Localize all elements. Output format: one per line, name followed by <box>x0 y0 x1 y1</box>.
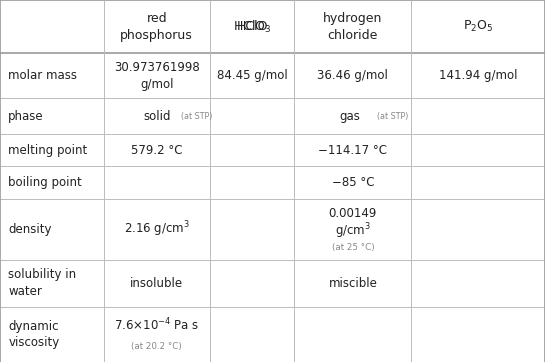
Text: 0.00149: 0.00149 <box>329 207 377 220</box>
Text: HClO$_3$: HClO$_3$ <box>233 18 271 35</box>
Text: dynamic
viscosity: dynamic viscosity <box>8 320 59 349</box>
Text: (at STP): (at STP) <box>181 112 213 121</box>
Text: hydrogen
chloride: hydrogen chloride <box>323 12 383 42</box>
Text: insoluble: insoluble <box>130 277 183 290</box>
Text: 2.16 g/cm$^3$: 2.16 g/cm$^3$ <box>124 219 190 239</box>
Text: 579.2 °C: 579.2 °C <box>131 144 183 157</box>
Text: HClO: HClO <box>237 20 268 33</box>
Text: −85 °C: −85 °C <box>332 176 374 189</box>
Text: gas: gas <box>339 110 360 123</box>
Text: phase: phase <box>8 110 44 123</box>
Text: solubility in
water: solubility in water <box>8 269 76 298</box>
Text: (at 20.2 °C): (at 20.2 °C) <box>131 342 182 351</box>
Text: red
phosphorus: red phosphorus <box>120 12 193 42</box>
Text: boiling point: boiling point <box>8 176 82 189</box>
Text: 36.46 g/mol: 36.46 g/mol <box>317 70 389 82</box>
Text: −114.17 °C: −114.17 °C <box>318 144 387 157</box>
Text: (at STP): (at STP) <box>377 112 409 121</box>
Text: P$_2$O$_5$: P$_2$O$_5$ <box>463 19 493 34</box>
Text: 84.45 g/mol: 84.45 g/mol <box>217 70 287 82</box>
Text: miscible: miscible <box>329 277 377 290</box>
Text: melting point: melting point <box>8 144 87 157</box>
Text: solid: solid <box>143 110 171 123</box>
Text: density: density <box>8 223 52 236</box>
Text: g/cm$^3$: g/cm$^3$ <box>335 221 371 241</box>
Text: 7.6$\times$10$^{-4}$ Pa s: 7.6$\times$10$^{-4}$ Pa s <box>114 316 199 333</box>
Text: 141.94 g/mol: 141.94 g/mol <box>439 70 518 82</box>
Text: (at 25 °C): (at 25 °C) <box>331 243 374 252</box>
Text: 30.973761998
g/mol: 30.973761998 g/mol <box>114 61 199 90</box>
Text: molar mass: molar mass <box>8 70 77 82</box>
